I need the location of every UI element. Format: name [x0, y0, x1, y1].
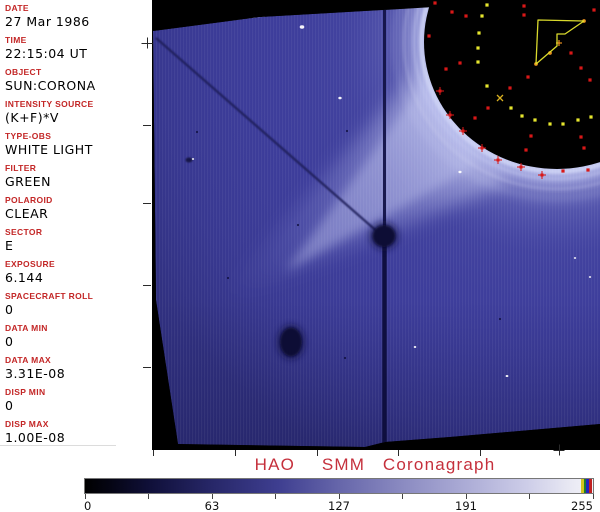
field-value: E — [5, 238, 14, 253]
saturation-stripe — [584, 479, 586, 493]
colorbar-label: 0 — [84, 499, 92, 512]
colorbar-gradient — [84, 478, 594, 494]
field-value: SUN:CORONA — [5, 78, 96, 93]
coronagraph-image — [152, 0, 600, 450]
image-display-area — [152, 0, 600, 450]
colorbar-tick — [148, 494, 149, 499]
field-value: (K+F)*V — [5, 110, 59, 125]
field-label: SECTOR — [5, 227, 43, 237]
field-value: GREEN — [5, 174, 52, 189]
colorbar-saturation-stripes — [581, 479, 592, 493]
field-value: 3.31E-08 — [5, 366, 66, 381]
metadata-field: DATE 27 Mar 1986 — [5, 2, 150, 34]
metadata-field: EXPOSURE 6.144 — [5, 258, 150, 290]
colorbar-tick — [592, 494, 594, 499]
field-value: 22:15:04 UT — [5, 46, 88, 61]
image-title: HAO SMM Coronagraph — [254, 455, 496, 474]
colorbar-scale-labels: 0 63 127 191 255 — [84, 499, 593, 512]
colorbar-tick — [402, 494, 403, 499]
colorbar-tick — [211, 494, 213, 499]
field-value: 0 — [5, 334, 14, 349]
colorbar-label: 127 — [328, 499, 350, 512]
metadata-field: TIME 22:15:04 UT — [5, 34, 150, 66]
metadata-field: TYPE-OBS WHITE LIGHT — [5, 130, 150, 162]
field-value: 27 Mar 1986 — [5, 14, 90, 29]
colorbar-tick — [84, 494, 86, 499]
field-value: 6.144 — [5, 270, 44, 285]
colorbar-ticks — [84, 494, 594, 499]
metadata-field: FILTER GREEN — [5, 162, 150, 194]
field-label: POLAROID — [5, 195, 53, 205]
metadata-field: OBJECT SUN:CORONA — [5, 66, 150, 98]
field-label: TIME — [5, 35, 27, 45]
field-value: 0 — [5, 302, 14, 317]
metadata-field: DISP MAX 1.00E-08 — [5, 418, 150, 450]
saturation-stripe — [586, 479, 589, 493]
saturation-stripe — [589, 479, 592, 493]
film-defect — [185, 157, 193, 163]
metadata-field: DATA MAX 3.31E-08 — [5, 354, 150, 386]
metadata-field: DATA MIN 0 — [5, 322, 150, 354]
metadata-field: INTENSITY SOURCE (K+F)*V — [5, 98, 150, 130]
colorbar-tick — [465, 494, 467, 499]
metadata-field: POLAROID CLEAR — [5, 194, 150, 226]
colorbar-tick — [338, 494, 340, 499]
colorbar-label: 63 — [204, 499, 220, 512]
colorbar-label: 191 — [455, 499, 477, 512]
field-value: 0 — [5, 398, 14, 413]
field-label: DATA MIN — [5, 323, 48, 333]
field-label: TYPE-OBS — [5, 131, 52, 141]
saturation-stripe — [581, 479, 584, 493]
field-label: FILTER — [5, 163, 37, 173]
colorbar-tick — [529, 494, 530, 499]
metadata-panel-edge — [0, 445, 116, 446]
metadata-field: SECTOR E — [5, 226, 150, 258]
field-label: OBJECT — [5, 67, 42, 77]
colorbar-tick — [275, 494, 276, 499]
field-value: 1.00E-08 — [5, 430, 66, 445]
field-label: DISP MIN — [5, 387, 46, 397]
metadata-field: SPACECRAFT ROLL 0 — [5, 290, 150, 322]
field-value: WHITE LIGHT — [5, 142, 93, 157]
field-label: EXPOSURE — [5, 259, 56, 269]
metadata-field: DISP MIN 0 — [5, 386, 150, 418]
metadata-panel: DATE 27 Mar 1986 TIME 22:15:04 UT OBJECT SUN:… — [0, 0, 150, 446]
field-label: DATA MAX — [5, 355, 52, 365]
field-label: DATE — [5, 3, 29, 13]
field-label: DISP MAX — [5, 419, 49, 429]
field-label: SPACECRAFT ROLL — [5, 291, 94, 301]
field-value: CLEAR — [5, 206, 49, 221]
colorbar-label: 255 — [571, 499, 593, 512]
field-label: INTENSITY SOURCE — [5, 99, 94, 109]
